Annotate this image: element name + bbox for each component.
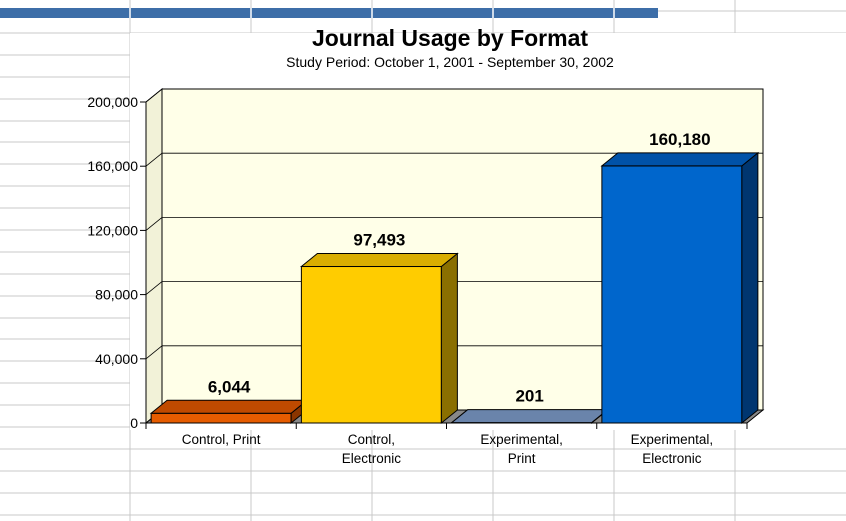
- x-tick-label: Electronic: [342, 451, 402, 466]
- bar: [450, 408, 610, 425]
- gridline-side: [145, 281, 163, 295]
- bar-front: [601, 165, 743, 424]
- data-label: 97,493: [353, 231, 405, 250]
- data-label: 6,044: [208, 377, 251, 396]
- bar-front: [150, 412, 292, 424]
- plot-left-wall: [145, 87, 163, 425]
- gridline-side: [145, 345, 163, 360]
- bar-top: [149, 399, 309, 414]
- bar-top: [600, 152, 760, 167]
- bar: [600, 151, 760, 425]
- sheet-header-bar: [0, 8, 658, 18]
- x-tick-label: Print: [508, 451, 536, 466]
- gridline-side: [145, 88, 163, 103]
- x-tick-label: Control, Print: [182, 432, 261, 447]
- y-tick-label: 160,000: [87, 158, 138, 174]
- y-tick-label: 80,000: [95, 287, 138, 303]
- y-tick-label: 120,000: [87, 222, 138, 238]
- gridline-side: [145, 152, 163, 167]
- bar-side: [440, 252, 458, 425]
- gridline-side: [145, 217, 163, 231]
- x-tick-label: Experimental,: [631, 432, 714, 447]
- bar-top: [450, 409, 610, 424]
- x-tick-label: Experimental,: [480, 432, 563, 447]
- data-label: 201: [515, 387, 543, 406]
- x-tick-label: Electronic: [642, 451, 702, 466]
- data-label: 160,180: [649, 130, 710, 149]
- x-tick-label: Control,: [348, 432, 395, 447]
- bar: [149, 399, 309, 425]
- y-tick-label: 0: [130, 415, 138, 431]
- bar-top: [299, 253, 459, 268]
- y-tick-label: 40,000: [95, 351, 138, 367]
- chart-subtitle: Study Period: October 1, 2001 - Septembe…: [286, 54, 614, 70]
- bar: [299, 252, 459, 425]
- chart-title: Journal Usage by Format: [312, 25, 588, 51]
- y-tick-label: 200,000: [87, 94, 138, 110]
- bar-front: [300, 266, 442, 424]
- bar-side: [741, 151, 759, 425]
